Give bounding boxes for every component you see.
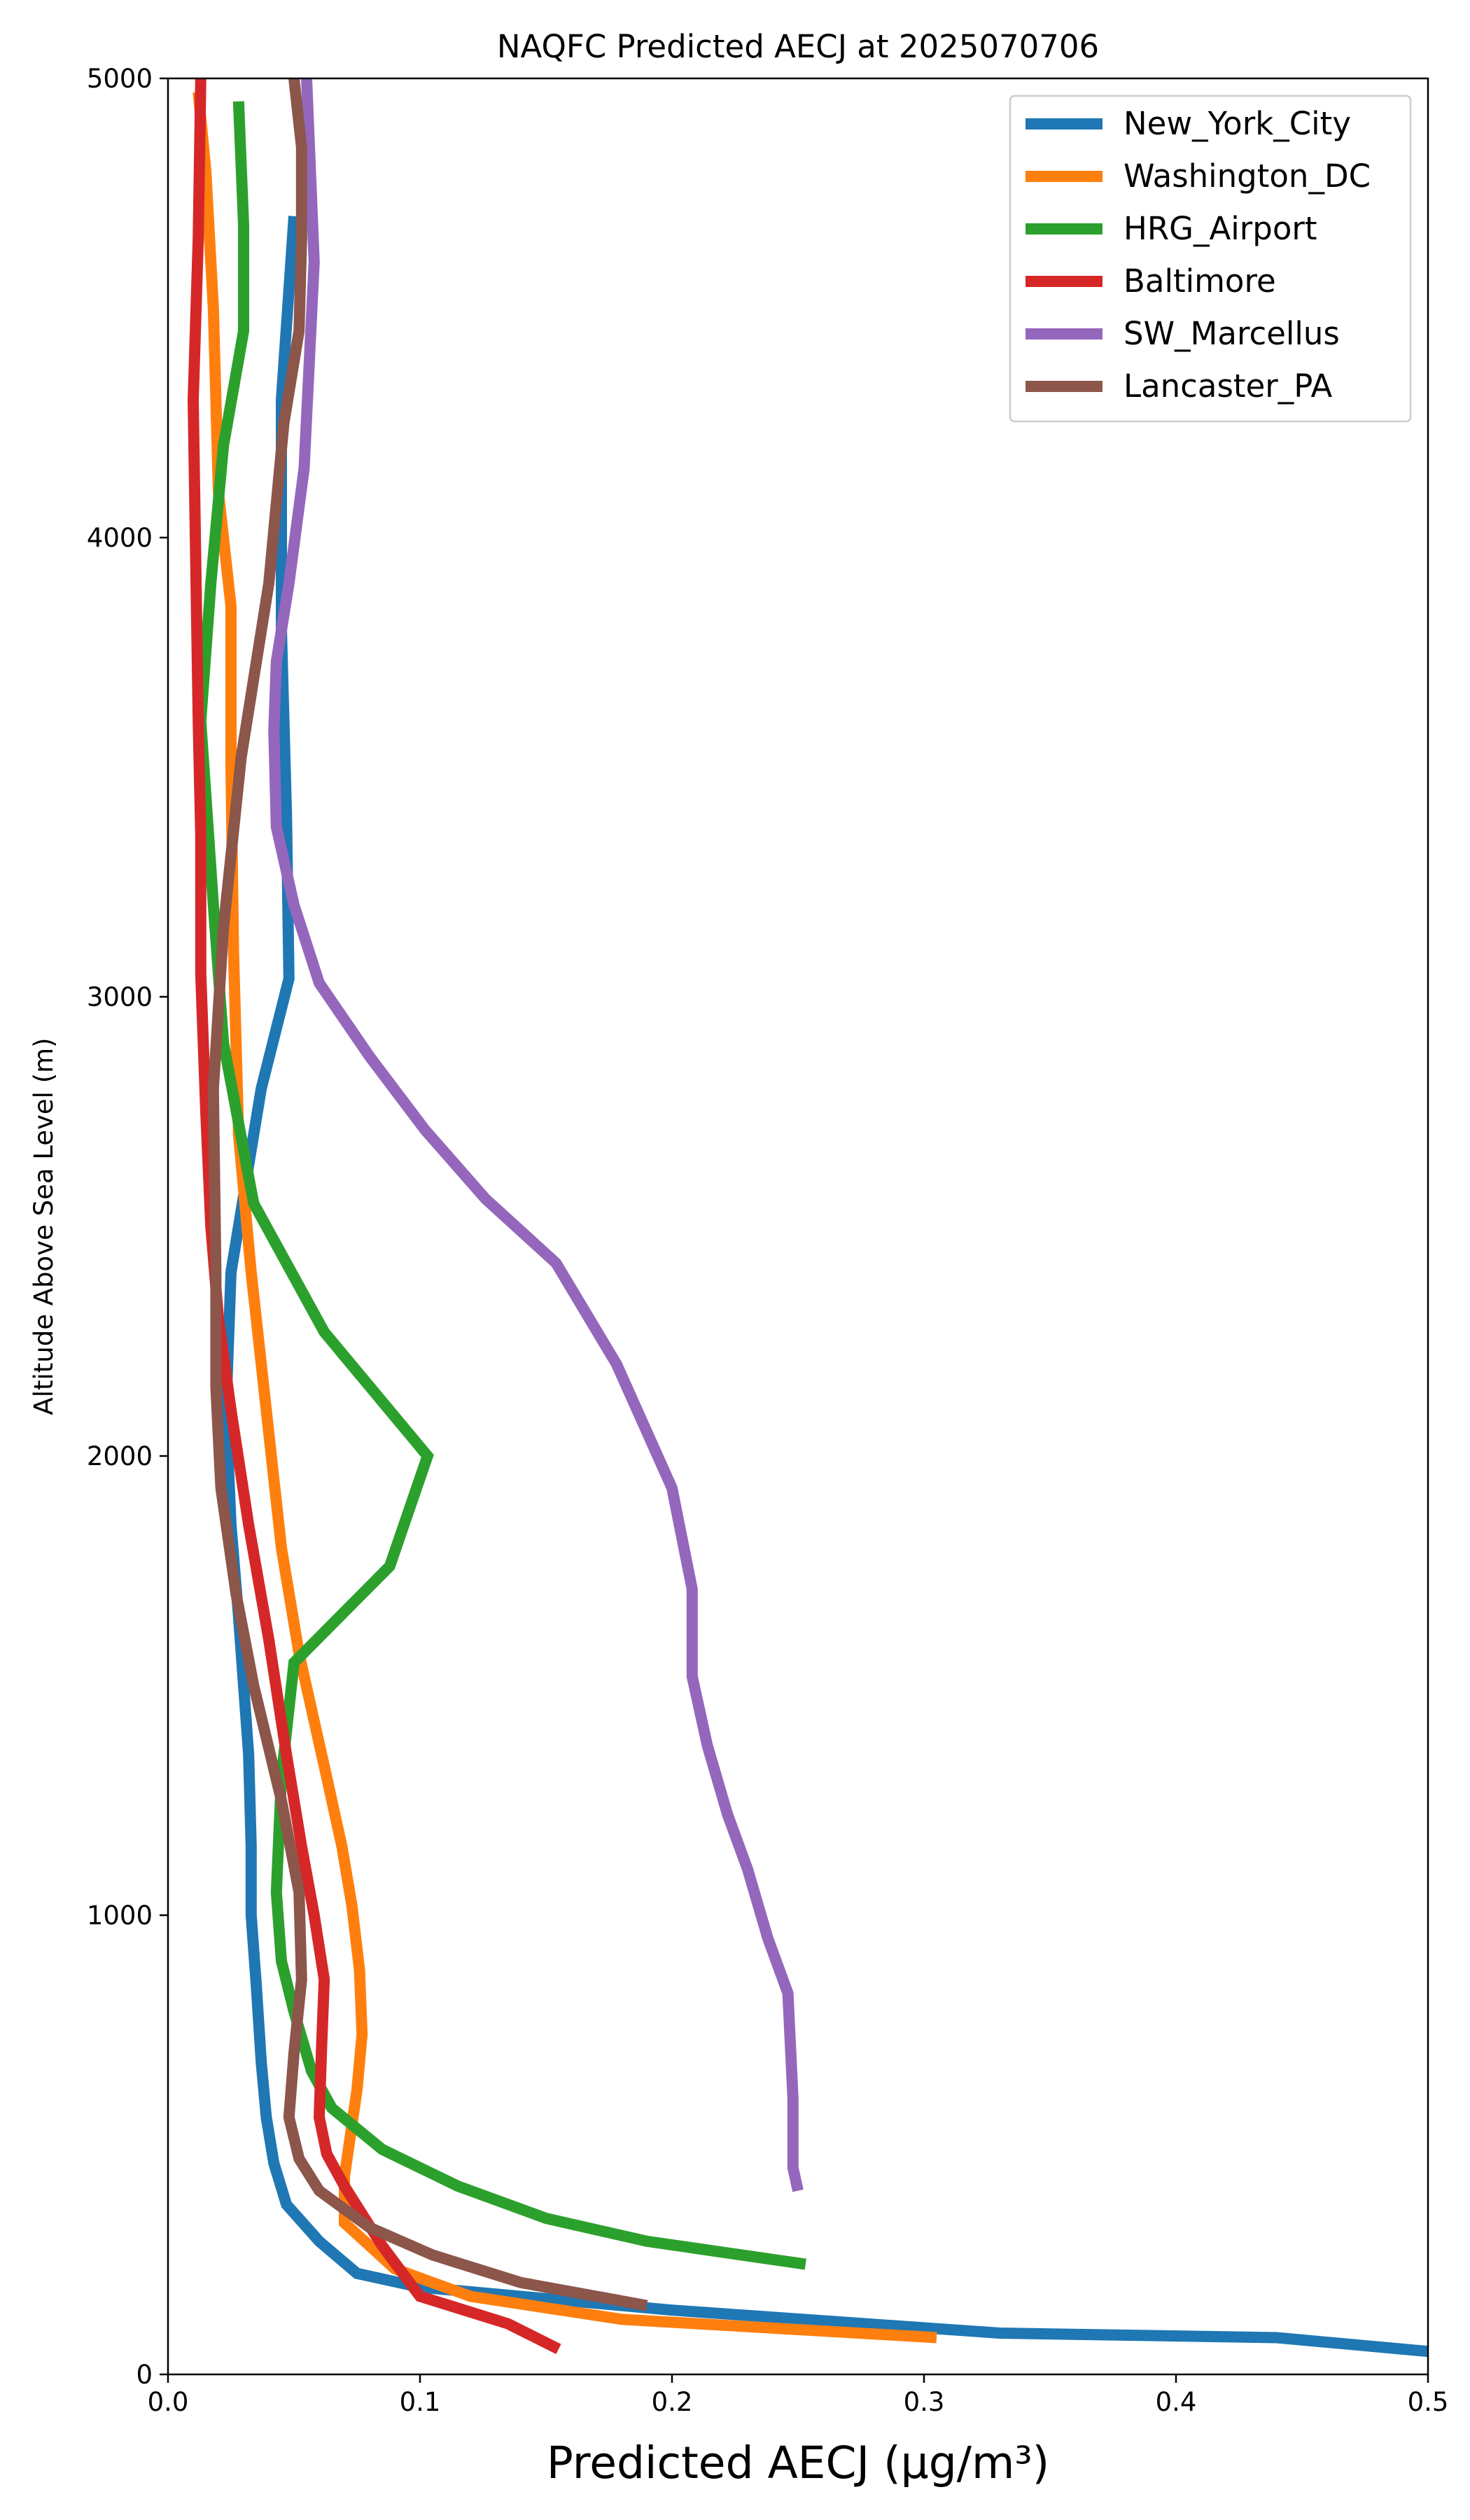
legend-label: Washington_DC [1124, 158, 1371, 195]
chart-title: NAQFC Predicted AECJ at 2025070706 [497, 28, 1099, 65]
legend-label: SW_Marcellus [1124, 315, 1340, 352]
series-line-lancaster-pa [207, 78, 648, 2311]
x-tick-label: 0.1 [400, 2387, 441, 2417]
axis-ticks: 0.0 0.1 0.2 0.3 0.4 0.5 0 1000 2000 3000 4000 5000 [87, 64, 1449, 2417]
legend-label: HRG_Airport [1124, 210, 1317, 247]
x-tick-label: 0.5 [1408, 2387, 1449, 2417]
y-axis-label: Altitude Above Sea Level (m) [29, 1037, 59, 1415]
x-tick-label: 0.0 [148, 2387, 189, 2417]
x-tick-label: 0.4 [1156, 2387, 1197, 2417]
series-line-washington-dc [192, 91, 937, 2344]
y-tick-label: 2000 [87, 1441, 153, 1471]
series-line-baltimore [187, 78, 561, 2355]
series-lines [187, 78, 1429, 2358]
legend-label: Baltimore [1124, 262, 1276, 300]
x-tick-label: 0.3 [904, 2387, 945, 2417]
series-line-hrg-airport [195, 101, 806, 2270]
legend-box [1009, 94, 1412, 423]
plot-frame [167, 77, 1429, 2376]
legend-label: Lancaster_PA [1124, 368, 1333, 405]
legend: New_York_City Washington_DC HRG_Airport Bal… [1009, 94, 1412, 423]
x-axis-label: Predicted AECJ (μg/m³) [547, 2437, 1049, 2488]
y-tick-label: 5000 [87, 64, 153, 94]
series-line-new-york-city [220, 216, 1429, 2358]
legend-items: New_York_City Washington_DC HRG_Airport Bal… [1026, 105, 1371, 405]
y-tick-label: 3000 [87, 982, 153, 1012]
series-line-sw-marcellus [268, 78, 804, 2192]
y-tick-label: 0 [136, 2360, 153, 2390]
x-tick-label: 0.2 [652, 2387, 693, 2417]
y-tick-label: 4000 [87, 523, 153, 553]
y-tick-label: 1000 [87, 1900, 153, 1931]
legend-label: New_York_City [1124, 105, 1351, 142]
